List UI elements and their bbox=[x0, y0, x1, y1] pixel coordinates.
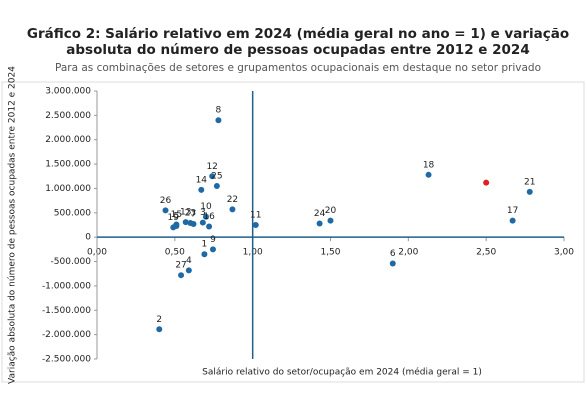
point-label: 9 bbox=[210, 235, 216, 245]
point bbox=[425, 171, 432, 178]
y-tick-label: -1.000.000 bbox=[42, 281, 91, 291]
point-label: 13 bbox=[180, 208, 191, 218]
point bbox=[162, 207, 169, 214]
chart-title: absoluta do número de pessoas ocupadas e… bbox=[66, 42, 529, 58]
point-label: 8 bbox=[216, 106, 222, 116]
point bbox=[215, 117, 222, 124]
point-label: 21 bbox=[524, 177, 535, 187]
point-label: 3 bbox=[200, 208, 206, 218]
point-label: 27 bbox=[175, 261, 186, 271]
point bbox=[389, 260, 396, 267]
chart-subtitle: Para as combinações de setores e grupame… bbox=[55, 62, 541, 74]
point bbox=[182, 219, 189, 226]
point-label: 11 bbox=[250, 211, 261, 221]
y-tick-label: 2.000.000 bbox=[45, 135, 91, 145]
point-label: 4 bbox=[186, 256, 192, 266]
x-tick-label: 2,50 bbox=[476, 248, 496, 258]
point-label: 17 bbox=[507, 206, 518, 216]
point bbox=[252, 222, 259, 228]
point bbox=[327, 217, 334, 224]
point bbox=[209, 173, 216, 180]
point-label: 18 bbox=[423, 160, 435, 170]
point-label: 2 bbox=[156, 315, 162, 325]
point bbox=[170, 224, 177, 231]
y-tick-label: 1.500.000 bbox=[45, 160, 91, 170]
x-axis-label: Salário relativo do setor/ocupação em 20… bbox=[202, 367, 482, 378]
point-label: 20 bbox=[325, 206, 337, 216]
y-tick-label: -1.500.000 bbox=[42, 306, 91, 316]
point bbox=[209, 246, 216, 253]
point-label: 6 bbox=[390, 249, 396, 259]
x-tick-label: 3,00 bbox=[554, 248, 574, 258]
point bbox=[483, 179, 490, 186]
point bbox=[206, 223, 213, 230]
point bbox=[526, 188, 533, 195]
point-label: 16 bbox=[203, 212, 215, 222]
point bbox=[198, 186, 205, 193]
point-label: 23 bbox=[185, 209, 196, 219]
point-label: 15 bbox=[171, 210, 182, 220]
point-label: 1 bbox=[202, 240, 208, 250]
point-label: 22 bbox=[227, 195, 238, 205]
point-label: 12 bbox=[206, 162, 217, 172]
y-tick-label: 2.500.000 bbox=[45, 111, 91, 121]
point-label: 14 bbox=[196, 175, 208, 185]
point-label: 7 bbox=[191, 210, 197, 220]
y-tick-label: -500.000 bbox=[51, 257, 92, 267]
point bbox=[156, 326, 163, 333]
y-tick-label: -2.000.000 bbox=[42, 330, 91, 340]
point bbox=[185, 267, 192, 274]
x-tick-label: 2,00 bbox=[398, 248, 418, 258]
y-tick-label: -2.500.000 bbox=[42, 355, 91, 365]
point bbox=[229, 206, 236, 213]
point bbox=[213, 183, 220, 190]
point bbox=[201, 251, 208, 258]
point-label: 24 bbox=[314, 209, 326, 219]
x-tick-label: 1,50 bbox=[320, 248, 340, 258]
y-axis-label: Variação absoluta do número de pessoas o… bbox=[8, 66, 18, 384]
y-tick-label: 1.000.000 bbox=[45, 184, 91, 194]
point-label: 5 bbox=[174, 211, 180, 221]
y-tick-label: 500.000 bbox=[54, 208, 91, 218]
x-tick-label: 0,50 bbox=[165, 248, 185, 258]
point bbox=[187, 220, 194, 227]
point bbox=[509, 217, 516, 224]
point bbox=[316, 220, 323, 227]
y-tick-label: 0 bbox=[85, 233, 91, 243]
point-label: 10 bbox=[200, 202, 212, 212]
point bbox=[178, 272, 185, 279]
chart-frame bbox=[1, 81, 585, 383]
y-tick-label: 3.000.000 bbox=[45, 87, 91, 97]
point bbox=[202, 213, 209, 220]
chart-title: Gráfico 2: Salário relativo em 2024 (méd… bbox=[27, 26, 569, 42]
point bbox=[199, 219, 206, 226]
point-label: 19 bbox=[168, 213, 180, 223]
point-label: 26 bbox=[160, 196, 172, 206]
point-label: 25 bbox=[211, 172, 222, 182]
